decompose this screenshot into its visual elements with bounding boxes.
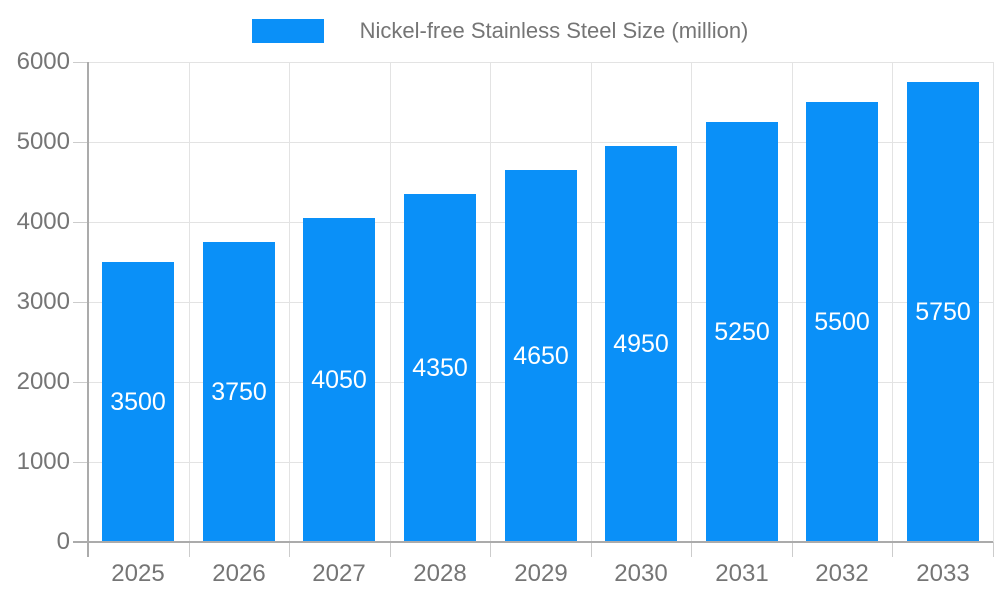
bar-value-label: 3750 bbox=[211, 378, 267, 406]
y-axis-tick-label: 3000 bbox=[16, 288, 70, 315]
x-axis-tick-label: 2031 bbox=[715, 560, 769, 587]
bar bbox=[605, 146, 677, 542]
legend-label: Nickel-free Stainless Steel Size (millio… bbox=[359, 18, 749, 43]
x-gridline bbox=[892, 62, 893, 542]
x-tick-mark bbox=[792, 542, 793, 557]
x-gridline bbox=[390, 62, 391, 542]
x-axis-tick-label: 2026 bbox=[212, 560, 266, 587]
x-tick-mark bbox=[289, 542, 290, 557]
x-tick-mark bbox=[892, 542, 893, 557]
x-gridline bbox=[289, 62, 290, 542]
legend: Nickel-free Stainless Steel Size (millio… bbox=[0, 17, 1000, 45]
y-gridline bbox=[88, 62, 993, 63]
y-axis-tick-label: 4000 bbox=[16, 208, 70, 235]
bar-value-label: 4650 bbox=[513, 342, 569, 370]
x-axis-tick-label: 2028 bbox=[413, 560, 467, 587]
x-axis-tick-label: 2029 bbox=[514, 560, 568, 587]
y-axis-tick-label: 2000 bbox=[16, 368, 70, 395]
x-tick-mark bbox=[490, 542, 491, 557]
bar bbox=[404, 194, 476, 542]
x-tick-mark bbox=[390, 542, 391, 557]
y-axis-tick-label: 1000 bbox=[16, 448, 70, 475]
bar-value-label: 3500 bbox=[110, 388, 166, 416]
bar-value-label: 5250 bbox=[714, 318, 770, 346]
x-axis-tick-label: 2032 bbox=[815, 560, 869, 587]
x-tick-mark bbox=[189, 542, 190, 557]
x-axis-tick-label: 2030 bbox=[614, 560, 668, 587]
x-gridline bbox=[792, 62, 793, 542]
x-tick-mark bbox=[993, 542, 994, 557]
x-gridline bbox=[993, 62, 994, 542]
x-axis-line bbox=[73, 541, 993, 543]
x-axis-tick-label: 2025 bbox=[111, 560, 165, 587]
x-tick-mark bbox=[591, 542, 592, 557]
y-tick-mark bbox=[73, 222, 88, 223]
y-tick-mark bbox=[73, 462, 88, 463]
x-gridline bbox=[591, 62, 592, 542]
x-gridline bbox=[691, 62, 692, 542]
bar-value-label: 4950 bbox=[613, 330, 669, 358]
x-axis-tick-label: 2027 bbox=[312, 560, 366, 587]
y-axis-tick-label: 0 bbox=[56, 528, 70, 555]
bar bbox=[505, 170, 577, 542]
bar bbox=[102, 262, 174, 542]
x-tick-mark bbox=[691, 542, 692, 557]
y-axis-tick-label: 5000 bbox=[16, 128, 70, 155]
x-gridline bbox=[490, 62, 491, 542]
y-tick-mark bbox=[73, 382, 88, 383]
bar bbox=[806, 102, 878, 542]
bar bbox=[706, 122, 778, 542]
bar-value-label: 4050 bbox=[311, 366, 367, 394]
x-gridline bbox=[189, 62, 190, 542]
y-axis-line bbox=[87, 62, 89, 557]
y-tick-mark bbox=[73, 142, 88, 143]
bar bbox=[303, 218, 375, 542]
y-gridline bbox=[88, 142, 993, 143]
bar-value-label: 5500 bbox=[814, 308, 870, 336]
y-tick-mark bbox=[73, 302, 88, 303]
legend-swatch bbox=[251, 19, 324, 43]
bar bbox=[907, 82, 979, 542]
bar bbox=[203, 242, 275, 542]
y-axis-tick-label: 6000 bbox=[16, 48, 70, 75]
bar-value-label: 4350 bbox=[412, 354, 468, 382]
x-axis-tick-label: 2033 bbox=[916, 560, 970, 587]
y-tick-mark bbox=[73, 62, 88, 63]
bar-value-label: 5750 bbox=[915, 298, 971, 326]
